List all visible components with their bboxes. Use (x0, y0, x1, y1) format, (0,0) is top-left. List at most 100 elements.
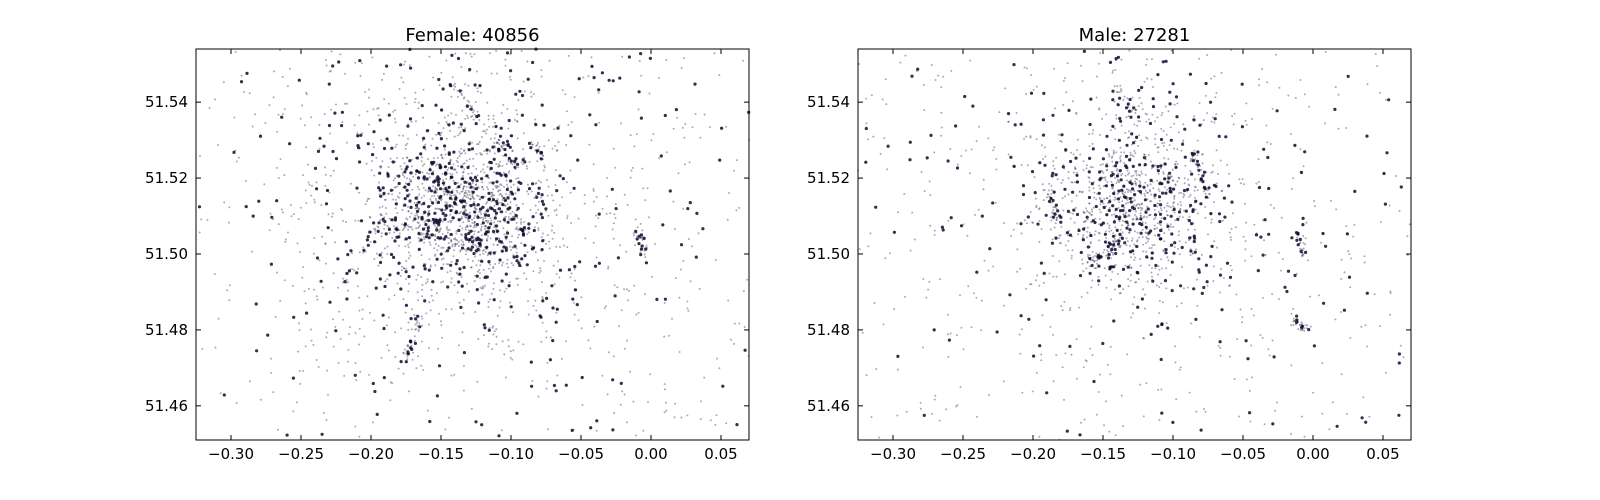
female-point (366, 200, 369, 203)
female-point (452, 168, 455, 171)
male-point (1143, 163, 1147, 167)
female-point (439, 194, 443, 199)
female-point (465, 250, 468, 253)
female-point (476, 215, 479, 218)
female-point (371, 421, 374, 424)
female-point (460, 217, 463, 220)
male-point (1089, 233, 1093, 238)
female-point (496, 231, 499, 234)
male-point (1132, 218, 1135, 220)
female-point (393, 294, 396, 297)
male-point (1112, 232, 1115, 235)
male-point (1061, 309, 1064, 312)
male-point (1187, 228, 1190, 231)
male-point (1196, 166, 1199, 169)
female-point (310, 194, 313, 197)
female-point (403, 162, 406, 165)
male-point (1212, 265, 1215, 268)
female-point (482, 216, 485, 219)
male-point (1098, 62, 1100, 65)
male-point (1040, 228, 1043, 231)
female-point (371, 56, 374, 59)
male-point (1245, 102, 1248, 105)
male-point (1149, 214, 1151, 217)
male-point (1215, 113, 1218, 116)
female-point (452, 201, 457, 205)
female-point (437, 131, 441, 135)
female-point (516, 120, 519, 122)
male-point (1188, 391, 1191, 394)
female-point (434, 239, 437, 242)
female-point (436, 292, 438, 295)
female-point (422, 187, 425, 189)
female-point (438, 163, 442, 167)
male-point (1114, 164, 1118, 168)
male-point (1159, 203, 1163, 207)
female-point (535, 149, 539, 153)
female-point (468, 108, 471, 111)
male-point (1231, 212, 1234, 215)
female-point (344, 102, 346, 105)
female-point (371, 381, 375, 386)
male-point (1131, 188, 1133, 191)
female-point (436, 147, 439, 150)
female-point (471, 260, 474, 262)
female-point (709, 419, 712, 422)
female-point (478, 207, 483, 211)
male-point (1161, 191, 1165, 195)
male-point (1107, 252, 1110, 255)
female-point (473, 188, 476, 191)
male-point (1286, 269, 1291, 273)
female-point (511, 210, 514, 213)
male-point (1105, 134, 1109, 138)
male-point (864, 160, 868, 164)
male-point (1130, 143, 1133, 146)
male-point (1224, 135, 1228, 139)
female-point (491, 198, 496, 202)
female-point (415, 120, 417, 123)
female-point (492, 243, 495, 246)
female-point (355, 271, 359, 275)
male-point (1093, 196, 1096, 199)
male-point (1201, 179, 1204, 182)
female-point (716, 357, 719, 360)
male-point (1114, 209, 1117, 212)
female-point (409, 254, 412, 257)
male-point (1166, 256, 1169, 259)
male-point (1165, 267, 1168, 270)
male-point (1134, 108, 1137, 111)
male-point (1137, 206, 1140, 209)
male-point (1189, 193, 1192, 196)
female-point (440, 324, 443, 327)
female-point (474, 214, 476, 217)
male-point (1127, 201, 1129, 204)
male-point (1153, 197, 1156, 200)
male-point (1143, 153, 1146, 156)
male-point (1069, 211, 1072, 214)
female-point (417, 207, 420, 210)
male-point (1016, 222, 1019, 225)
male-point (874, 205, 878, 209)
male-point (1029, 283, 1032, 286)
male-point (1061, 165, 1065, 169)
male-point (933, 398, 936, 401)
female-point (456, 242, 459, 245)
male-point (1262, 147, 1266, 151)
female-point (416, 214, 419, 217)
female-point (405, 278, 408, 280)
male-point (1158, 199, 1161, 202)
female-point (400, 168, 403, 171)
female-point (405, 165, 409, 169)
female-point (686, 414, 689, 417)
female-point (392, 179, 395, 182)
male-point (960, 326, 963, 329)
male-point (1085, 360, 1088, 363)
female-point (572, 301, 575, 304)
male-point (1051, 211, 1053, 214)
female-point (447, 242, 450, 245)
male-point (1303, 327, 1306, 330)
female-point (590, 64, 594, 68)
female-point (302, 174, 305, 177)
female-point (469, 237, 472, 240)
male-point (925, 156, 929, 160)
